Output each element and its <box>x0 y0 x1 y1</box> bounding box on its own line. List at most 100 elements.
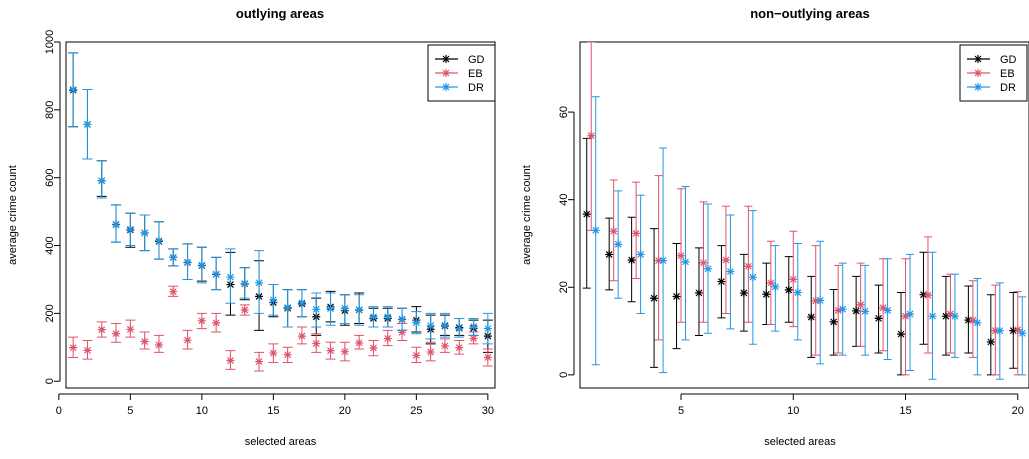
x-tick-label: 30 <box>482 405 494 417</box>
point-dr <box>1018 329 1026 337</box>
outlying-areas-panel: outlying areas0 5 10 15 20 25 30selected areas… <box>7 6 495 448</box>
point-dr <box>369 313 377 321</box>
point-eb <box>69 344 77 352</box>
point-eb <box>184 336 192 344</box>
point-dr <box>241 280 249 288</box>
point-eb <box>312 340 320 348</box>
point-eb <box>226 357 234 365</box>
point-gd <box>673 292 681 300</box>
point-dr <box>327 305 335 313</box>
legend-label-dr: DR <box>1000 82 1016 94</box>
point-eb <box>284 351 292 359</box>
point-dr <box>226 273 234 281</box>
legend: GDEBDR <box>960 45 1027 101</box>
point-dr <box>659 257 667 265</box>
point-dr <box>455 325 463 333</box>
series-eb <box>587 42 1022 375</box>
point-eb <box>699 259 707 267</box>
point-eb <box>212 319 220 327</box>
point-dr <box>884 306 892 314</box>
non-outlying-areas-panel: non−outlying areas 5 10 15 20 selected areas 0… <box>521 6 1029 448</box>
point-dr <box>637 250 645 258</box>
point-eb <box>632 229 640 237</box>
point-eb <box>341 348 349 356</box>
point-dr <box>441 321 449 329</box>
point-dr <box>951 312 959 320</box>
legend-marker-dr <box>974 83 982 91</box>
y-axis-label: average crime count <box>7 165 19 265</box>
point-dr <box>398 315 406 323</box>
point-eb <box>587 132 595 140</box>
point-dr <box>198 261 206 269</box>
point-dr <box>298 299 306 307</box>
point-eb <box>1014 326 1022 334</box>
point-eb <box>327 347 335 355</box>
point-gd <box>852 307 860 315</box>
point-eb <box>355 339 363 347</box>
point-eb <box>384 334 392 342</box>
y-tick-label: 0 <box>44 378 56 384</box>
legend-marker-gd <box>974 55 982 63</box>
y-tick-label: 1000 <box>44 30 56 54</box>
point-eb <box>484 353 492 361</box>
error-bar-gd <box>987 295 995 375</box>
point-dr <box>269 296 277 304</box>
point-dr <box>141 229 149 237</box>
point-eb <box>857 301 865 309</box>
point-eb <box>83 346 91 354</box>
point-dr <box>906 310 914 318</box>
legend-marker-dr <box>442 83 450 91</box>
x-tick-label: 10 <box>787 405 799 417</box>
point-dr <box>816 296 824 304</box>
x-tick-label: 0 <box>56 405 62 417</box>
point-dr <box>592 226 600 234</box>
point-dr <box>184 258 192 266</box>
series-dr <box>592 97 1027 379</box>
point-dr <box>384 313 392 321</box>
point-eb <box>455 344 463 352</box>
point-dr <box>704 265 712 273</box>
point-dr <box>996 327 1004 335</box>
point-dr <box>412 319 420 327</box>
point-dr <box>470 323 478 331</box>
point-gd <box>583 210 591 218</box>
point-dr <box>771 283 779 291</box>
point-eb <box>98 326 106 334</box>
legend-marker-eb <box>442 69 450 77</box>
point-dr <box>614 240 622 248</box>
point-eb <box>789 275 797 283</box>
legend-marker-eb <box>974 69 982 77</box>
point-dr <box>484 325 492 333</box>
y-tick-label: 60 <box>558 106 570 118</box>
point-eb <box>241 306 249 314</box>
point-gd <box>740 289 748 297</box>
point-gd <box>717 278 725 286</box>
x-tick-label: 15 <box>267 405 279 417</box>
point-dr <box>98 177 106 185</box>
point-dr <box>112 221 120 229</box>
point-dr <box>355 306 363 314</box>
point-eb <box>924 291 932 299</box>
point-dr <box>126 225 134 233</box>
point-eb <box>169 288 177 296</box>
point-eb <box>722 256 730 264</box>
x-tick-label: 15 <box>899 405 911 417</box>
point-gd <box>785 286 793 294</box>
point-dr <box>255 279 263 287</box>
point-eb <box>412 351 420 359</box>
x-tick-label: 20 <box>339 405 351 417</box>
point-gd <box>605 250 613 258</box>
point-eb <box>269 349 277 357</box>
point-dr <box>341 304 349 312</box>
legend-marker-gd <box>442 55 450 63</box>
chart-title: non−outlying areas <box>750 6 870 21</box>
x-tick-label: 20 <box>1012 405 1024 417</box>
point-gd <box>650 294 658 302</box>
point-eb <box>677 252 685 260</box>
x-tick-label: 10 <box>196 405 208 417</box>
point-gd <box>807 313 815 321</box>
point-eb <box>441 342 449 350</box>
legend-label-gd: GD <box>1000 54 1017 66</box>
x-axis-label: selected areas <box>764 436 836 448</box>
